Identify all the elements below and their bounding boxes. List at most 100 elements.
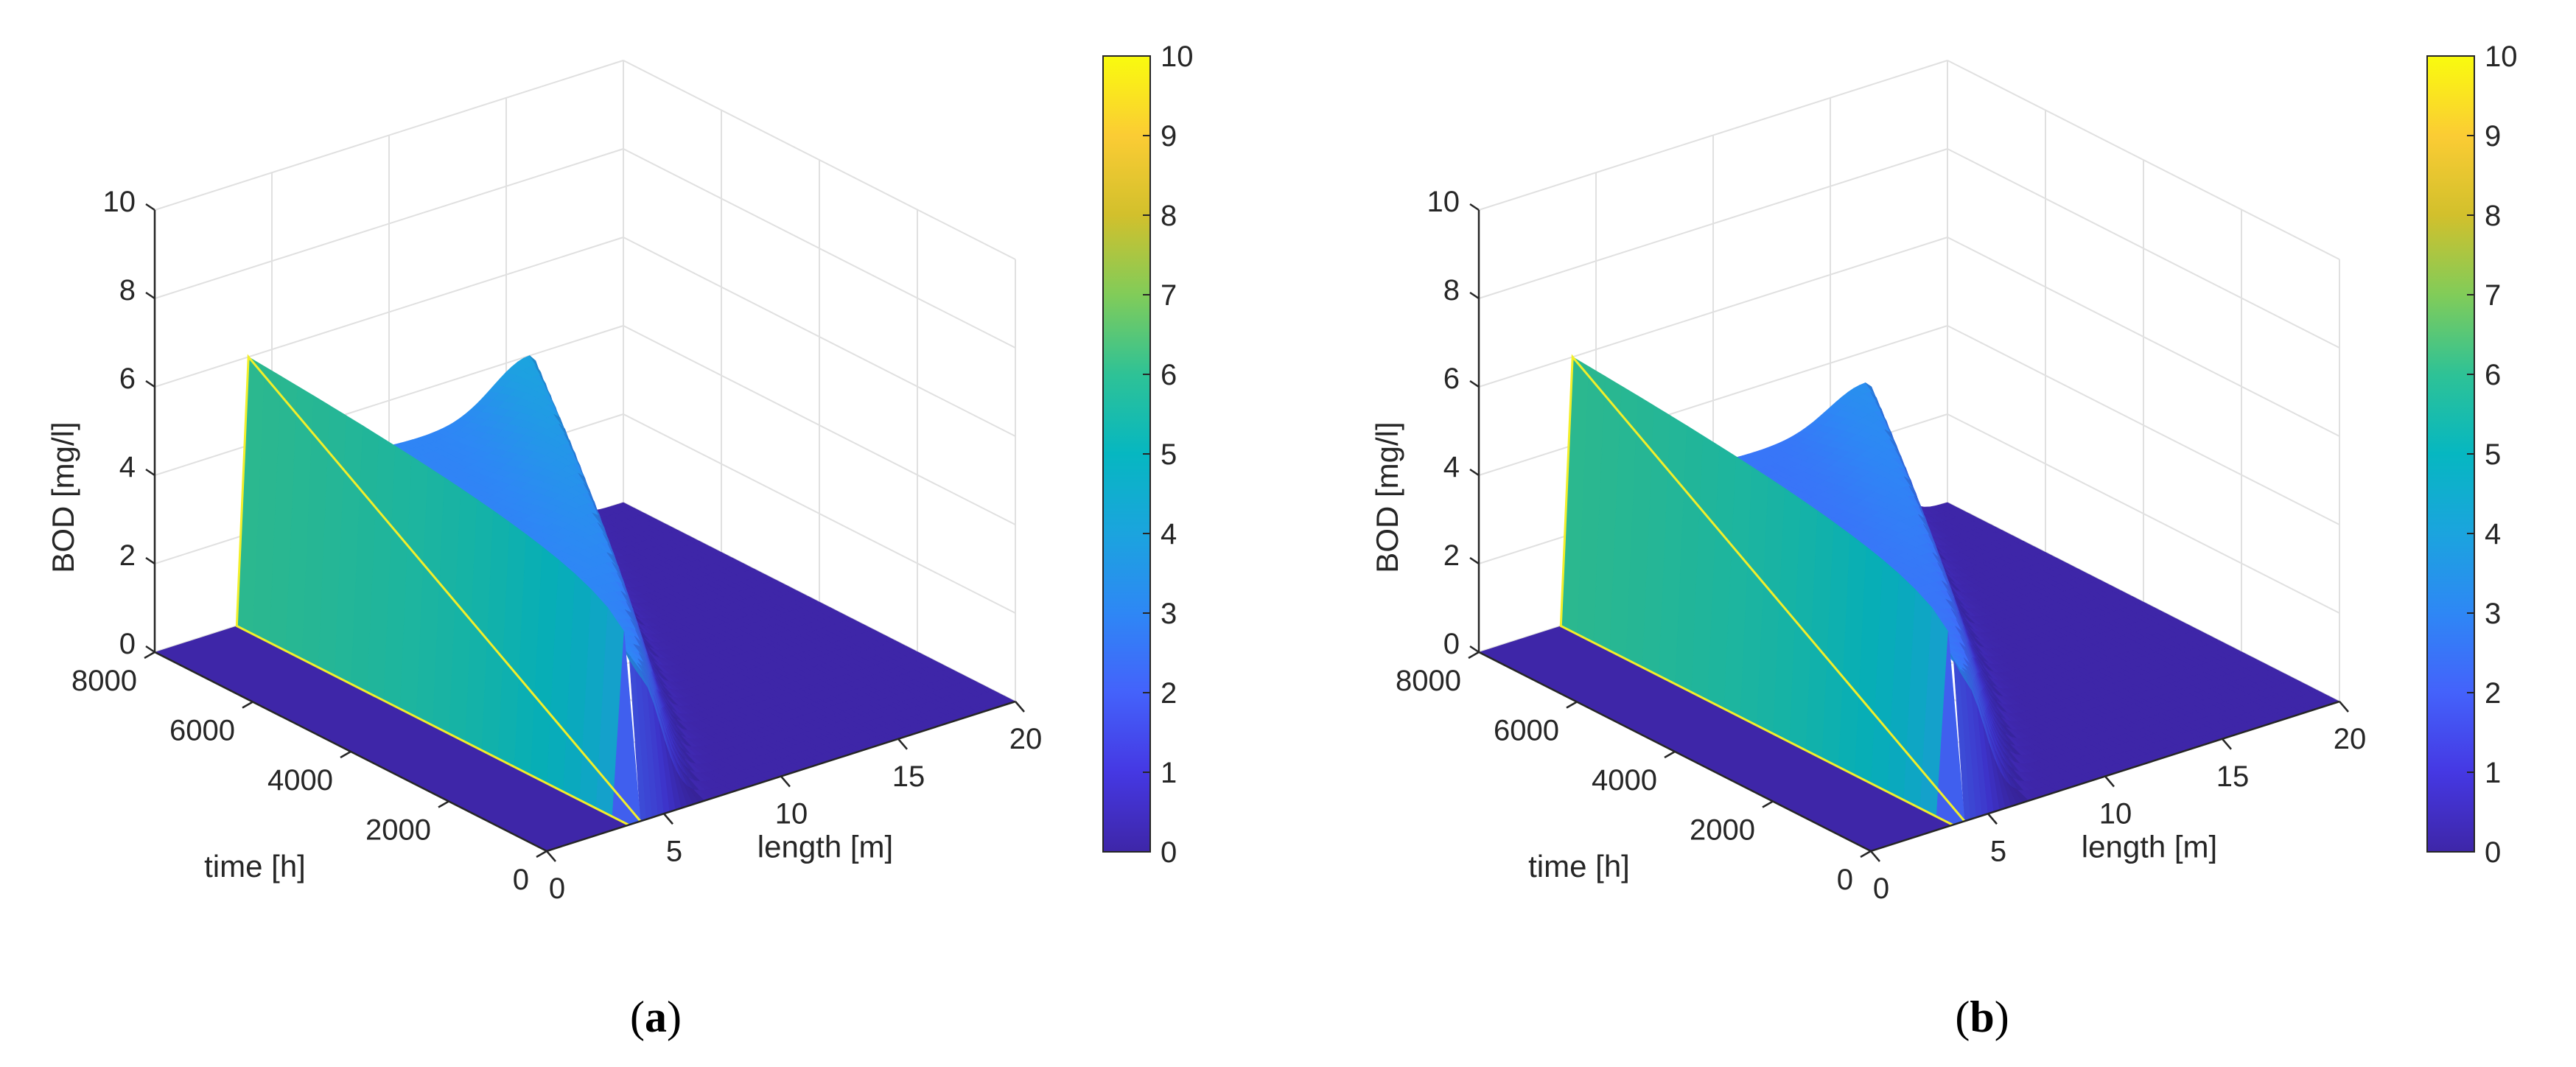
x-tick-mark	[2104, 775, 2115, 788]
colorbar-tick-label: 8	[1161, 200, 1177, 232]
caption-a: (a)	[630, 993, 682, 1041]
time-tick-mark	[144, 651, 155, 660]
spike-outline	[235, 354, 642, 826]
x-tick-label: 5	[666, 835, 682, 867]
x-tick-label: 15	[892, 760, 925, 793]
z-axis-label: BOD [mg/l]	[1370, 421, 1404, 573]
colorbar-tick-label: 8	[2485, 200, 2501, 232]
surface-floor-upstream	[155, 622, 641, 851]
colorbar-tick-label: 4	[1161, 518, 1177, 550]
z-tick-mark	[145, 203, 155, 211]
sidewall-gridline-z	[623, 148, 1016, 349]
sidewall-gridline-z	[623, 60, 1016, 260]
z-tick-mark	[1469, 645, 1480, 654]
backwall-gridline-z	[154, 325, 624, 476]
caption-close-paren: )	[667, 993, 682, 1041]
time-tick-label: 0	[513, 864, 529, 896]
z-tick-mark	[145, 379, 155, 388]
z-axis-label: BOD [mg/l]	[46, 421, 80, 573]
x-tick-mark	[663, 813, 673, 825]
x-tick-mark	[897, 738, 908, 750]
z-tick-label: 8	[1443, 274, 1460, 307]
time-tick-mark	[1762, 800, 1774, 808]
x-tick-mark	[2222, 738, 2232, 750]
colorbar-tick-label: 1	[2485, 757, 2501, 789]
time-axis-label: time [h]	[1528, 849, 1630, 884]
z-tick-label: 6	[119, 363, 136, 395]
backwall-gridline-z	[1478, 237, 1948, 388]
colorbar-tick-label: 1	[1161, 757, 1177, 789]
z-tick-mark	[145, 468, 155, 477]
colorbar-tick-label: 10	[2485, 41, 2518, 73]
colorbar-tick-label: 6	[2485, 359, 2501, 391]
time-tick-label: 4000	[1592, 764, 1657, 797]
time-tick-label: 2000	[365, 814, 431, 847]
backwall-gridline-z	[154, 60, 624, 211]
colorbar-tick-label: 0	[2485, 836, 2501, 869]
colorbar-tick-label: 2	[1161, 677, 1177, 710]
time-tick-mark	[1860, 850, 1872, 858]
time-tick-mark	[438, 800, 449, 808]
caption-letter: a	[645, 993, 667, 1041]
colorbar-tick-label: 9	[2485, 120, 2501, 153]
colorbar-tick-label: 9	[1161, 120, 1177, 153]
z-tick-mark	[1469, 203, 1480, 211]
z-tick-label: 4	[1443, 451, 1460, 483]
caption-open-paren: (	[630, 993, 645, 1041]
colorbar-tick-label: 10	[1161, 41, 1194, 73]
x-tick-label: 20	[2334, 723, 2367, 755]
sidewall-gridline-z	[1947, 413, 2340, 614]
time-tick-label: 6000	[169, 715, 235, 747]
time-tick-label: 8000	[71, 665, 137, 697]
z-tick-label: 2	[119, 539, 136, 572]
time-tick-mark	[1468, 651, 1480, 660]
z-tick-mark	[145, 556, 155, 565]
backwall-gridline-z	[1478, 325, 1948, 476]
time-tick-label: 2000	[1690, 814, 1755, 847]
time-tick-label: 4000	[267, 764, 333, 797]
sidewall-gridline-z	[623, 325, 1016, 525]
x-tick-label: 10	[775, 798, 808, 830]
colorbar-tick-label: 7	[2485, 279, 2501, 312]
z-tick-label: 10	[1427, 186, 1460, 218]
sidewall-gridline-z	[1947, 148, 2340, 349]
sidewall-gridline-z	[1947, 325, 2340, 525]
z-tick-mark	[145, 291, 155, 300]
backwall-gridline-z	[154, 148, 624, 299]
backwall-gridline-z	[1478, 148, 1948, 299]
z-tick-label: 10	[103, 186, 136, 218]
x-axis-label: length [m]	[757, 830, 893, 864]
colorbar-tick-label: 2	[2485, 677, 2501, 710]
backwall-gridline-z	[154, 237, 624, 388]
z-tick-label: 6	[1443, 363, 1460, 395]
x-tick-label: 15	[2216, 760, 2250, 793]
z-tick-mark	[1469, 379, 1480, 388]
z-tick-label: 0	[1443, 628, 1460, 660]
colorbar-tick-label: 4	[2485, 518, 2501, 550]
z-tick-mark	[1469, 291, 1480, 300]
colorbar-tick-label: 6	[1161, 359, 1177, 391]
x-tick-mark	[1015, 701, 1025, 713]
z-tick-label: 2	[1443, 539, 1460, 572]
colorbar-tick-label: 5	[1161, 438, 1177, 471]
time-tick-mark	[340, 750, 351, 759]
x-tick-mark	[1987, 813, 1998, 825]
colorbar-tick-label: 5	[2485, 438, 2501, 471]
time-tick-mark	[242, 701, 253, 709]
caption-close-paren: )	[1995, 993, 2009, 1041]
sidewall-gridline-z	[1947, 60, 2340, 260]
z-tick-label: 8	[119, 274, 136, 307]
surface-floor-upstream	[1479, 622, 1965, 851]
caption-open-paren: (	[1955, 993, 1970, 1041]
z-tick-mark	[1469, 556, 1480, 565]
sidewall-gridline-z	[1947, 237, 2340, 437]
time-tick-mark	[1566, 701, 1578, 709]
time-tick-mark	[1664, 750, 1676, 759]
colorbar	[1102, 55, 1151, 853]
z-tick-label: 4	[119, 451, 136, 483]
x-axis-label: length [m]	[2082, 830, 2217, 864]
caption-b: (b)	[1955, 993, 2009, 1041]
